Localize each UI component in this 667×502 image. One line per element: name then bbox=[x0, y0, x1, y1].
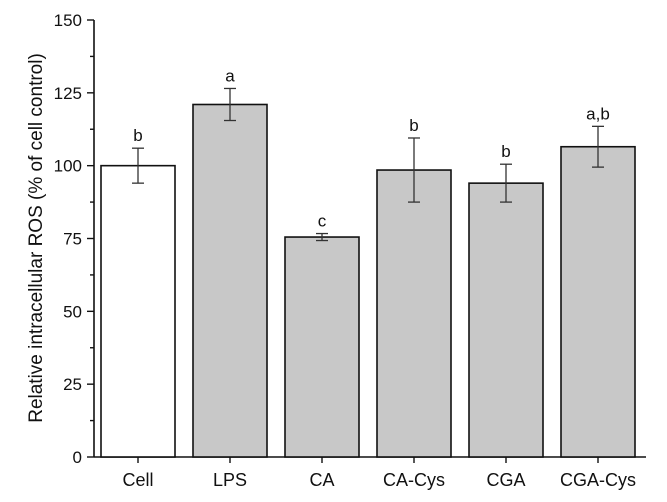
significance-label: a bbox=[225, 66, 235, 85]
y-tick-label: 100 bbox=[54, 157, 82, 176]
bar bbox=[376, 169, 452, 458]
bar bbox=[284, 236, 360, 458]
significance-label: a,b bbox=[586, 104, 610, 123]
x-category-label: Cell bbox=[122, 470, 153, 490]
x-category-label: LPS bbox=[213, 470, 247, 490]
bar bbox=[100, 164, 176, 458]
bar bbox=[192, 103, 268, 458]
plot-area: 0 25 50 75 100 125 150 b Cell a LPS c CA b CA-Cys b CGA a… bbox=[54, 11, 646, 490]
y-axis-label: Relative intracellular ROS (% of cell co… bbox=[26, 53, 47, 423]
y-tick-label: 75 bbox=[63, 230, 82, 249]
bar bbox=[560, 145, 636, 458]
x-category-label: CA bbox=[309, 470, 334, 490]
significance-label: c bbox=[318, 212, 327, 231]
bar bbox=[468, 182, 544, 458]
significance-label: b bbox=[133, 126, 142, 145]
x-category-label: CGA-Cys bbox=[560, 470, 636, 490]
y-tick-label: 0 bbox=[73, 448, 82, 467]
y-tick-label: 150 bbox=[54, 11, 82, 30]
x-category-label: CA-Cys bbox=[383, 470, 445, 490]
significance-label: b bbox=[409, 116, 418, 135]
significance-label: b bbox=[501, 142, 510, 161]
y-tick-label: 125 bbox=[54, 84, 82, 103]
x-category-label: CGA bbox=[486, 470, 525, 490]
y-tick-label: 25 bbox=[63, 375, 82, 394]
y-tick-label: 50 bbox=[63, 302, 82, 321]
